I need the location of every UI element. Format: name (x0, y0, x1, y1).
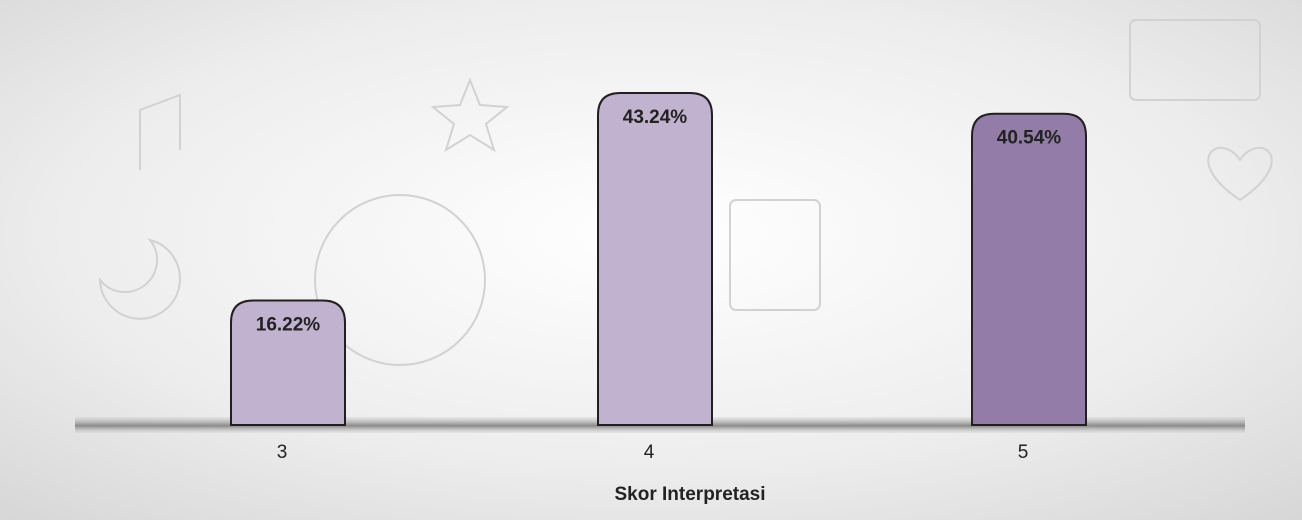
data-label: 43.24% (623, 107, 688, 128)
bar (971, 112, 1087, 426)
x-tick-label: 4 (644, 442, 655, 463)
x-tick-label: 3 (277, 442, 288, 463)
bar (230, 299, 346, 426)
x-axis-title: Skor Interpretasi (615, 484, 766, 505)
data-label: 40.54% (997, 128, 1062, 149)
data-label: 16.22% (256, 314, 321, 335)
decor (98, 19, 1273, 366)
x-tick-label: 5 (1018, 442, 1029, 463)
bar (597, 92, 713, 426)
